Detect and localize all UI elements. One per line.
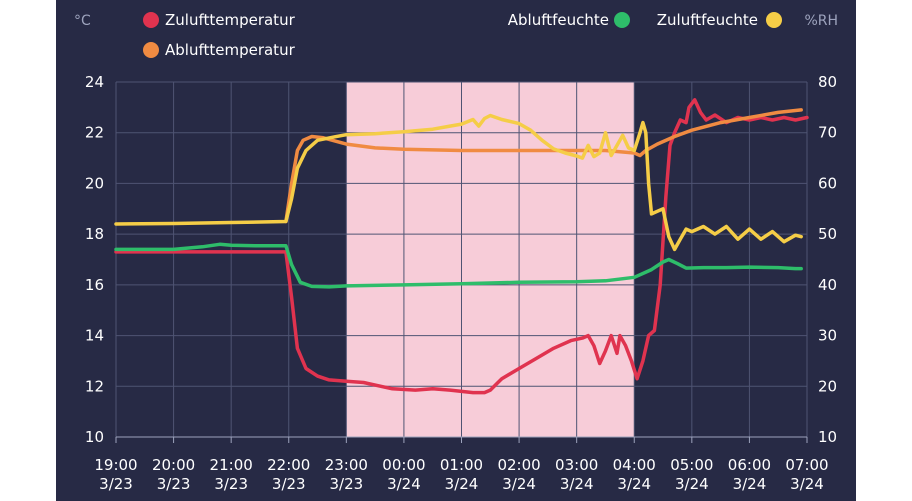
legend-item-zuluftfeuchte[interactable]: Zuluftfeuchte xyxy=(657,11,782,29)
y-left-tick-label: 14 xyxy=(85,327,104,345)
x-tick-time-label: 02:00 xyxy=(497,456,540,474)
x-tick-date-label: 3/24 xyxy=(675,475,709,493)
y-right-tick-label: 80 xyxy=(818,73,837,91)
x-tick-date-label: 3/24 xyxy=(617,475,651,493)
y-right-tick-label: 30 xyxy=(818,327,837,345)
x-tick-date-label: 3/23 xyxy=(99,475,133,493)
x-tick-date-label: 3/24 xyxy=(502,475,536,493)
x-tick-date-label: 3/24 xyxy=(445,475,479,493)
x-tick-date-label: 3/23 xyxy=(272,475,306,493)
line-chart: 1012141618202224102030405060708019:003/2… xyxy=(74,11,838,493)
x-tick-time-label: 07:00 xyxy=(785,456,828,474)
legend: Zulufttemperatur Ablufttemperatur Abluft… xyxy=(143,11,782,59)
x-tick-date-label: 3/23 xyxy=(157,475,191,493)
x-tick-time-label: 06:00 xyxy=(728,456,771,474)
legend-label-zuluftfeuchte: Zuluftfeuchte xyxy=(657,11,758,29)
x-tick-time-label: 19:00 xyxy=(94,456,137,474)
series-lines xyxy=(114,98,809,395)
x-tick-time-label: 22:00 xyxy=(267,456,310,474)
x-tick-time-label: 00:00 xyxy=(382,456,425,474)
y-right-tick-label: 50 xyxy=(818,225,837,243)
series-line-abluftfeuchte xyxy=(114,242,803,289)
x-tick-time-label: 21:00 xyxy=(210,456,253,474)
gridlines xyxy=(115,81,808,438)
x-tick-time-label: 23:00 xyxy=(325,456,368,474)
y-right-tick-label: 10 xyxy=(818,428,837,446)
x-tick-date-label: 3/24 xyxy=(733,475,767,493)
chart-panel: 10 12 14 16 18 20 22 24 10 20 30 40 50 60 70 80 19:00 3/2… xyxy=(56,0,856,501)
legend-marker-zuluftfeuchte xyxy=(766,12,782,28)
legend-item-ablufttemperatur[interactable]: Ablufttemperatur xyxy=(143,41,296,59)
legend-marker-abluftfeuchte xyxy=(614,12,630,28)
legend-label-abluftfeuchte: Abluftfeuchte xyxy=(508,11,609,29)
y-left-unit-label: °C xyxy=(74,13,91,29)
x-tick-time-label: 05:00 xyxy=(670,456,713,474)
x-tick-date-label: 3/23 xyxy=(329,475,363,493)
y-right-tick-label: 40 xyxy=(818,276,837,294)
legend-item-abluftfeuchte[interactable]: Abluftfeuchte xyxy=(508,11,630,29)
x-tick-time-label: 04:00 xyxy=(613,456,656,474)
series-line-zuluftfeuchte xyxy=(114,113,803,252)
x-tick-time-label: 01:00 xyxy=(440,456,483,474)
x-tick-time-label: 20:00 xyxy=(152,456,195,474)
y-left-tick-label: 22 xyxy=(85,124,104,142)
highlight-band xyxy=(346,82,635,437)
axes: 1012141618202224102030405060708019:003/2… xyxy=(85,73,837,493)
legend-label-zulufttemperatur: Zulufttemperatur xyxy=(165,11,296,29)
legend-item-zulufttemperatur[interactable]: Zulufttemperatur xyxy=(143,11,296,29)
y-right-unit-label: %RH xyxy=(804,13,838,29)
x-tick-date-label: 3/24 xyxy=(560,475,594,493)
x-tick-time-label: 03:00 xyxy=(555,456,598,474)
legend-marker-zulufttemperatur xyxy=(143,12,159,28)
y-left-tick-label: 16 xyxy=(85,276,104,294)
series-line-ablufttemperatur xyxy=(284,108,803,224)
y-right-tick-label: 70 xyxy=(818,124,837,142)
x-tick-date-label: 3/24 xyxy=(387,475,421,493)
y-left-tick-label: 20 xyxy=(85,174,104,192)
y-left-tick-label: 24 xyxy=(85,73,104,91)
y-left-tick-label: 18 xyxy=(85,225,104,243)
y-right-tick-label: 60 xyxy=(818,174,837,192)
legend-label-ablufttemperatur: Ablufttemperatur xyxy=(165,41,296,59)
y-right-tick-label: 20 xyxy=(818,377,837,395)
y-left-tick-label: 10 xyxy=(85,428,104,446)
highlight-band-layer xyxy=(346,82,635,437)
legend-marker-ablufttemperatur xyxy=(143,42,159,58)
series-line-zulufttemperatur xyxy=(114,98,809,395)
y-left-tick-label: 12 xyxy=(85,377,104,395)
x-tick-date-label: 3/23 xyxy=(214,475,248,493)
x-tick-date-label: 3/24 xyxy=(790,475,824,493)
